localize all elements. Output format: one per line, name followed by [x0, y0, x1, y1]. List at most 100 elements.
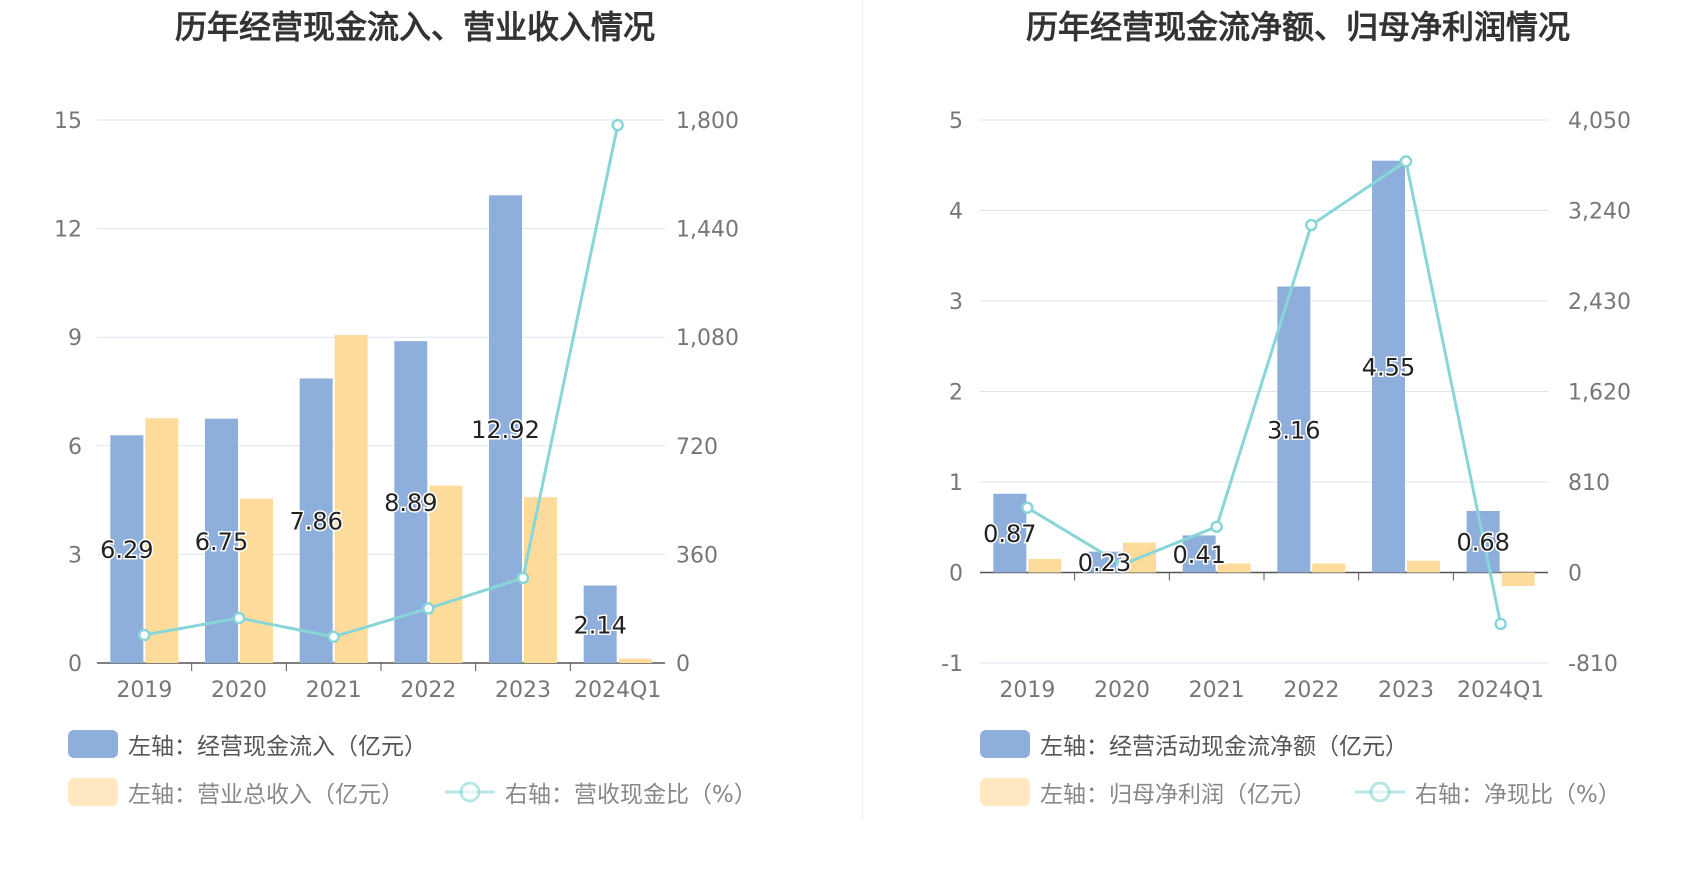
x-axis-label: 2022 — [400, 678, 456, 703]
right-axis-tick: 1,080 — [676, 326, 739, 351]
left-axis-tick: 0 — [949, 562, 963, 587]
left-axis-tick: 0 — [68, 652, 82, 677]
right-axis-tick: 1,800 — [676, 109, 739, 134]
bar-data-label: 0.68 — [1456, 529, 1509, 557]
x-axis-label: 2019 — [116, 678, 172, 703]
bar-data-label: 0.41 — [1172, 541, 1225, 569]
line-point — [1494, 617, 1507, 631]
x-axis-label: 2022 — [1283, 678, 1339, 703]
bar-data-label: 3.16 — [1267, 417, 1320, 445]
x-axis-label: 2024Q1 — [574, 678, 661, 703]
x-axis-label: 2020 — [211, 678, 267, 703]
legend-swatch-line-marker — [459, 781, 481, 803]
bar-data-label: 4.55 — [1362, 354, 1415, 382]
right-axis-tick: 2,430 — [1568, 290, 1631, 315]
right-axis-tick: 0 — [676, 652, 690, 677]
line-point — [1399, 155, 1413, 168]
bar-data-label: 2.14 — [573, 611, 626, 639]
bar-secondary — [145, 418, 179, 663]
x-axis-label: 2021 — [1189, 678, 1245, 703]
bar-data-label: 7.86 — [289, 508, 342, 536]
line-point — [422, 602, 435, 615]
panel-divider — [862, 0, 863, 820]
left-axis-tick: -1 — [941, 652, 963, 677]
bar-primary — [1277, 286, 1311, 573]
legend-label: 左轴：经营活动现金流净额（亿元） — [1040, 734, 1408, 760]
bar-data-label: 6.29 — [100, 536, 153, 564]
line-point — [1115, 558, 1129, 571]
chart-panel-1: 历年经营现金流入、营业收入情况 0 3 6 9 12 15 0 360 720 1,080 1,440… — [54, 8, 757, 808]
bar-data-label: 12.92 — [471, 416, 540, 444]
left-axis-tick: 12 — [54, 218, 82, 243]
right-axis-tick: 4,050 — [1568, 109, 1631, 134]
x-axis-label: 2020 — [1094, 678, 1150, 703]
bar-secondary — [1407, 560, 1440, 573]
line-point — [327, 630, 340, 644]
right-axis-tick: -810 — [1568, 652, 1618, 677]
legend-swatch-bar-primary — [980, 730, 1030, 758]
legend-swatch-line-marker — [1369, 781, 1391, 803]
legend-swatch-bar-secondary — [68, 778, 118, 806]
bar-primary — [110, 435, 144, 663]
chart-title: 历年经营现金流入、营业收入情况 — [175, 8, 655, 46]
bar-data-label: 0.23 — [1078, 549, 1131, 577]
right-axis-tick: 360 — [676, 543, 718, 568]
bar-primary — [583, 585, 617, 663]
bar-data-label: 6.75 — [195, 528, 248, 556]
bar-data-label: 8.89 — [384, 489, 437, 517]
x-axis-label: 2019 — [999, 678, 1055, 703]
bar-secondary — [429, 485, 463, 663]
bar-primary — [1088, 551, 1121, 573]
left-axis-tick: 5 — [949, 109, 963, 134]
bar-primary — [1182, 535, 1216, 573]
line-point — [611, 118, 624, 132]
chart-title: 历年经营现金流净额、归母净利润情况 — [1026, 8, 1570, 46]
bar-secondary — [618, 658, 652, 663]
left-axis-tick: 9 — [68, 326, 82, 351]
bar-secondary — [334, 335, 368, 663]
x-axis-label: 2023 — [1378, 678, 1434, 703]
bar-primary — [299, 378, 333, 663]
left-axis-tick: 15 — [54, 109, 82, 134]
left-axis-tick: 2 — [949, 381, 963, 406]
bar-secondary — [1312, 563, 1346, 573]
right-axis-tick: 1,440 — [676, 218, 739, 243]
left-axis-tick: 6 — [68, 435, 82, 460]
legend-label: 右轴：净现比（%） — [1415, 782, 1621, 808]
x-axis-label: 2023 — [495, 678, 551, 703]
bar-data-label: 0.87 — [983, 520, 1036, 548]
legend-label: 左轴：归母净利润（亿元） — [1040, 782, 1316, 808]
left-axis-tick: 3 — [949, 290, 963, 315]
left-axis-tick: 1 — [949, 471, 963, 496]
legend-label: 右轴：营收现金比（%） — [505, 782, 757, 808]
right-axis-tick: 0 — [1568, 562, 1582, 587]
bar-secondary — [1501, 572, 1535, 587]
x-axis-label: 2021 — [306, 678, 362, 703]
line-point — [232, 611, 246, 625]
legend-swatch-bar-primary — [68, 730, 118, 758]
line-series — [144, 124, 620, 639]
right-axis-tick: 810 — [1568, 471, 1610, 496]
bar-secondary — [240, 498, 273, 663]
bar-primary — [1372, 160, 1405, 573]
line-point — [1210, 520, 1223, 533]
bar-primary — [993, 493, 1027, 573]
line-point — [1021, 501, 1034, 514]
left-axis-tick: 4 — [949, 200, 963, 225]
right-axis-tick: 720 — [676, 435, 718, 460]
x-axis-label: 2024Q1 — [1457, 678, 1544, 703]
left-axis-tick: 3 — [68, 543, 82, 568]
bar-secondary — [524, 497, 557, 663]
line-point — [138, 628, 151, 642]
right-axis-tick: 1,620 — [1568, 381, 1631, 406]
legend-label: 左轴：营业总收入（亿元） — [128, 782, 404, 808]
line-series — [1026, 158, 1503, 625]
right-axis-tick: 3,240 — [1568, 200, 1631, 225]
bar-secondary — [1028, 558, 1062, 573]
line-point — [516, 571, 530, 585]
legend-label: 左轴：经营现金流入（亿元） — [128, 734, 427, 760]
chart-panel-2: 历年经营现金流净额、归母净利润情况 -1 0 1 2 3 4 5 -810 0 810 1,620 2,… — [941, 8, 1631, 808]
line-point — [1305, 218, 1318, 232]
